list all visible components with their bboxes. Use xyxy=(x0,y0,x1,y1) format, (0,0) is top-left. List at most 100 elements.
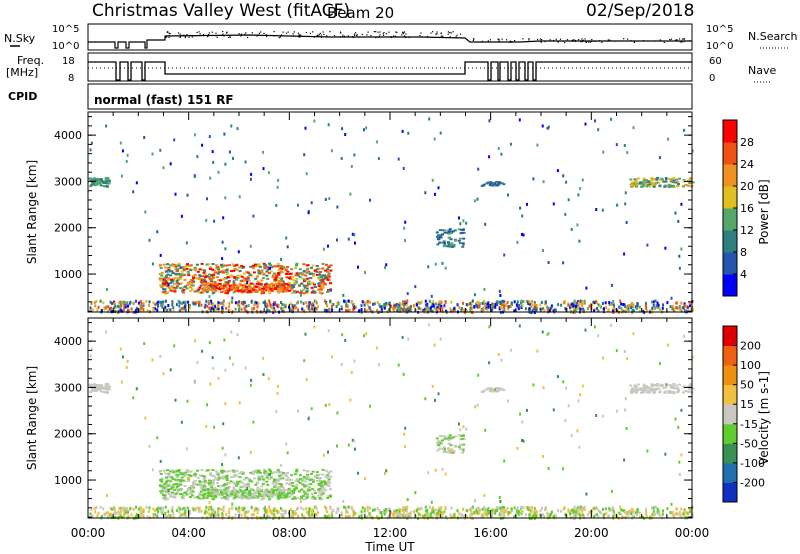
echo-cell xyxy=(248,286,252,289)
echo-cell xyxy=(619,299,622,303)
nsky-dot xyxy=(440,35,442,37)
echo-cell xyxy=(102,391,106,393)
echo-cell xyxy=(645,185,649,188)
echo-cell xyxy=(229,274,233,277)
echo-cell xyxy=(673,515,676,519)
echo-cell xyxy=(317,277,321,280)
echo-cell xyxy=(638,511,641,515)
echo-cell xyxy=(208,341,211,345)
echo-cell xyxy=(340,307,343,311)
nsky-dot xyxy=(408,36,410,39)
echo-cell xyxy=(547,331,550,335)
echo-cell xyxy=(267,283,271,286)
echo-cell xyxy=(528,506,531,510)
nsky-dot xyxy=(506,39,508,41)
echo-cell xyxy=(180,476,184,479)
echo-cell xyxy=(262,468,266,471)
echo-cell xyxy=(314,307,317,310)
echo-cell xyxy=(191,487,195,490)
echo-cell xyxy=(200,268,204,271)
echo-cell xyxy=(168,307,171,311)
echo-cell xyxy=(685,511,688,515)
echo-cell xyxy=(303,484,307,487)
nsky-dot xyxy=(403,35,406,37)
echo-cell xyxy=(327,471,331,474)
echo-cell xyxy=(312,479,315,481)
echo-cell xyxy=(159,485,163,488)
echo-cell xyxy=(326,510,329,514)
echo-cell xyxy=(289,309,292,313)
echo-cell xyxy=(521,510,524,513)
echo-cell xyxy=(125,160,128,163)
echo-cell xyxy=(469,302,472,306)
echo-cell xyxy=(255,492,259,495)
echo-cell xyxy=(652,513,655,517)
colorbar-frame xyxy=(722,325,738,503)
echo-cell xyxy=(178,287,182,290)
echo-cell xyxy=(424,513,426,517)
echo-cell xyxy=(194,482,198,485)
echo-cell xyxy=(300,506,303,510)
echo-cell xyxy=(274,287,278,290)
echo-cell xyxy=(608,508,611,512)
echo-cell xyxy=(211,274,215,277)
echo-cell xyxy=(343,299,345,303)
echo-cell xyxy=(208,283,212,286)
echo-cell xyxy=(172,492,176,495)
echo-cell xyxy=(257,507,260,511)
echo-cell xyxy=(201,143,204,147)
echo-cell xyxy=(469,515,472,519)
echo-cell xyxy=(272,272,276,275)
echo-cell xyxy=(212,497,216,500)
echo-cell xyxy=(340,513,343,517)
echo-cell xyxy=(247,304,250,308)
echo-cell xyxy=(262,262,266,265)
echo-cell xyxy=(604,507,607,511)
echo-cell xyxy=(322,247,325,251)
echo-cell xyxy=(326,515,329,519)
echo-cell xyxy=(445,451,449,454)
echo-cell xyxy=(315,507,318,511)
echo-cell xyxy=(273,274,276,277)
echo-cell xyxy=(680,309,683,313)
echo-cell xyxy=(599,304,602,308)
echo-cell xyxy=(636,383,640,386)
echo-cell xyxy=(302,292,306,295)
echo-cell xyxy=(123,510,126,514)
nsky-dot xyxy=(184,36,186,39)
echo-cell xyxy=(240,493,244,496)
echo-cell xyxy=(118,507,121,511)
echo-cell xyxy=(519,412,522,416)
echo-cell xyxy=(341,333,344,337)
echo-cell xyxy=(347,443,350,447)
echo-cell xyxy=(270,472,273,475)
nsky-dot xyxy=(581,40,583,42)
echo-cell xyxy=(253,469,257,472)
echo-cell xyxy=(285,236,288,240)
echo-cell xyxy=(313,496,317,499)
echo-cell xyxy=(646,449,649,453)
echo-cell xyxy=(167,489,170,493)
echo-cell xyxy=(238,300,241,304)
nsky-dot xyxy=(329,31,331,33)
colorbar-segment xyxy=(723,443,737,464)
echo-cell xyxy=(510,507,513,511)
echo-cell xyxy=(305,290,309,293)
echo-cell xyxy=(346,515,349,519)
echo-cell xyxy=(317,285,321,288)
echo-cell xyxy=(182,306,185,310)
echo-cell xyxy=(158,470,162,473)
echo-cell xyxy=(349,192,352,196)
echo-cell xyxy=(203,284,207,287)
echo-cell xyxy=(216,478,220,481)
echo-cell xyxy=(304,480,308,483)
echo-cell xyxy=(144,416,147,420)
echo-cell xyxy=(317,473,321,476)
echo-cell xyxy=(206,403,208,407)
echo-cell xyxy=(581,509,584,513)
echo-cell xyxy=(297,300,299,304)
echo-cell xyxy=(172,309,175,313)
echo-cell xyxy=(295,264,299,267)
echo-cell xyxy=(226,489,230,492)
echo-cell xyxy=(287,487,291,490)
